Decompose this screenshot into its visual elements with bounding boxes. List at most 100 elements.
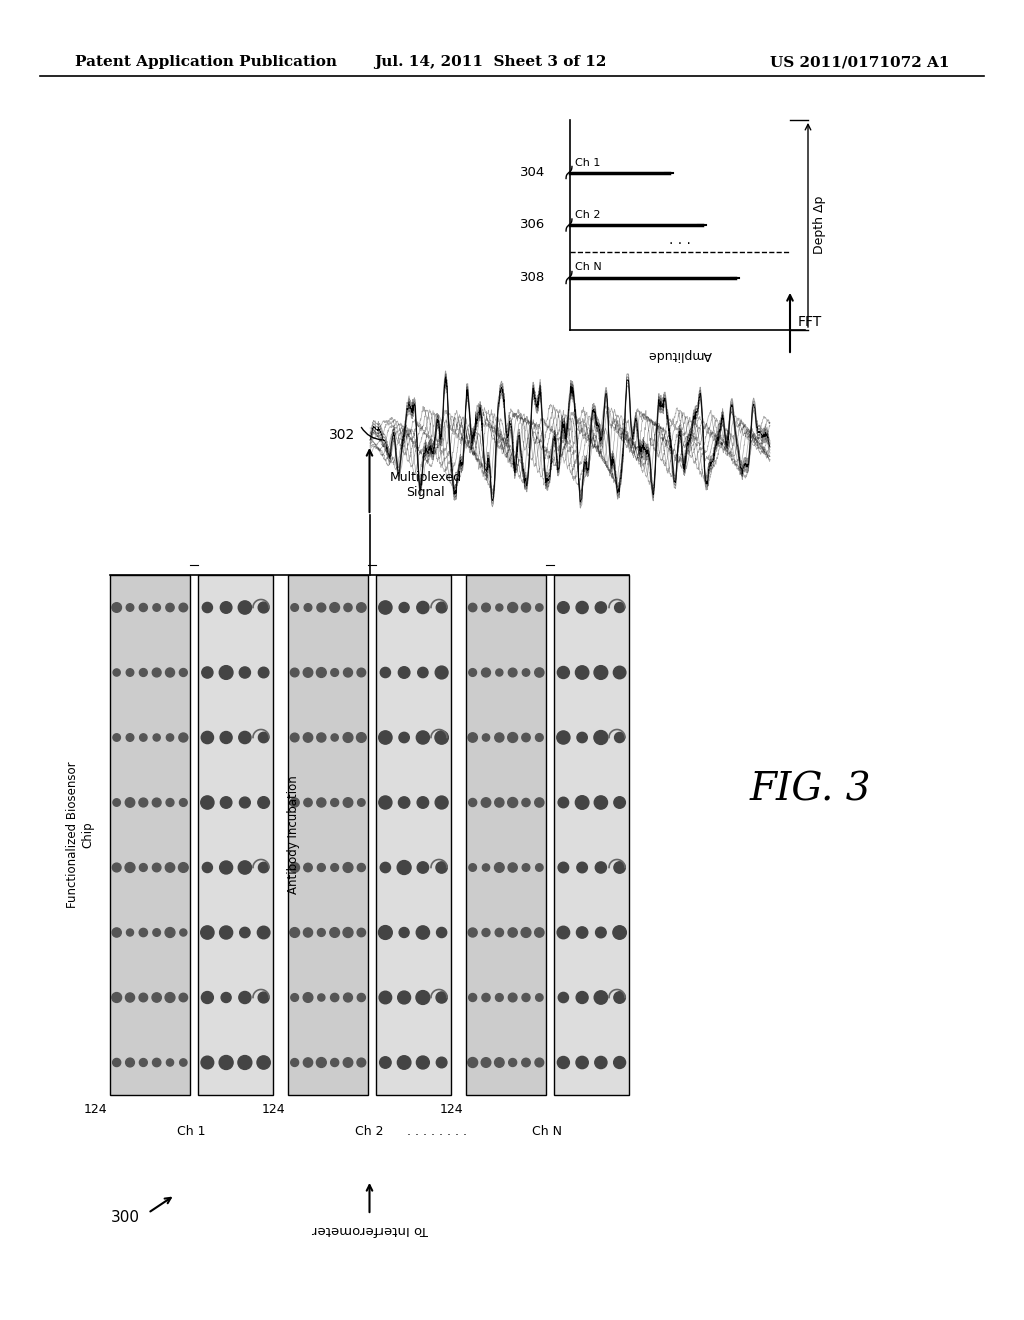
Circle shape — [331, 799, 339, 807]
Circle shape — [153, 929, 161, 936]
Circle shape — [153, 1059, 161, 1067]
Circle shape — [522, 994, 530, 1002]
Circle shape — [614, 733, 625, 743]
Circle shape — [202, 667, 213, 678]
Circle shape — [399, 928, 410, 937]
Circle shape — [535, 797, 544, 807]
Circle shape — [595, 1056, 607, 1069]
Text: Ch 2: Ch 2 — [355, 1125, 384, 1138]
Text: 124: 124 — [439, 1104, 463, 1115]
Circle shape — [379, 731, 392, 744]
Circle shape — [397, 861, 411, 874]
Text: FIG. 3: FIG. 3 — [750, 771, 870, 808]
Circle shape — [317, 863, 326, 871]
Text: Ch 2: Ch 2 — [575, 210, 600, 220]
Circle shape — [575, 796, 589, 809]
Text: Ch N: Ch N — [532, 1125, 562, 1138]
Circle shape — [179, 603, 187, 611]
Circle shape — [179, 1059, 187, 1067]
Circle shape — [436, 991, 447, 1003]
Circle shape — [508, 797, 518, 808]
Circle shape — [558, 862, 568, 873]
Circle shape — [303, 733, 312, 742]
Circle shape — [303, 668, 312, 677]
Circle shape — [258, 797, 269, 808]
Circle shape — [153, 863, 161, 871]
Circle shape — [139, 928, 147, 937]
Circle shape — [469, 799, 477, 807]
Circle shape — [469, 863, 476, 871]
Circle shape — [240, 928, 250, 937]
Text: Patent Application Publication: Patent Application Publication — [75, 55, 337, 69]
Circle shape — [468, 603, 477, 611]
Circle shape — [127, 929, 133, 936]
Circle shape — [557, 1056, 569, 1068]
Circle shape — [331, 1059, 339, 1067]
Circle shape — [481, 603, 490, 612]
Circle shape — [240, 667, 251, 678]
Circle shape — [595, 862, 606, 873]
Circle shape — [577, 862, 588, 873]
Circle shape — [125, 862, 135, 873]
Circle shape — [469, 994, 476, 1002]
Circle shape — [379, 991, 391, 1003]
Circle shape — [316, 733, 326, 742]
Circle shape — [496, 605, 503, 611]
Circle shape — [126, 603, 134, 611]
Circle shape — [220, 731, 232, 743]
Circle shape — [508, 993, 517, 1002]
Circle shape — [316, 668, 327, 677]
Circle shape — [139, 799, 147, 807]
Circle shape — [139, 734, 147, 742]
Text: Ch 1: Ch 1 — [177, 1125, 206, 1138]
Circle shape — [482, 863, 489, 871]
Circle shape — [577, 733, 588, 743]
Circle shape — [219, 665, 233, 680]
Circle shape — [240, 797, 250, 808]
Circle shape — [343, 1057, 352, 1068]
Circle shape — [139, 1059, 147, 1067]
Circle shape — [330, 603, 340, 612]
Circle shape — [481, 668, 490, 677]
Circle shape — [399, 733, 410, 743]
Circle shape — [167, 1059, 174, 1067]
Bar — [554, 576, 629, 1096]
Circle shape — [219, 1056, 233, 1069]
Circle shape — [290, 928, 300, 937]
Circle shape — [495, 1057, 504, 1068]
Circle shape — [291, 733, 299, 742]
Text: . . .: . . . — [669, 234, 691, 247]
Circle shape — [357, 1059, 366, 1067]
Circle shape — [469, 669, 476, 676]
Circle shape — [575, 665, 589, 680]
Circle shape — [343, 668, 352, 677]
Circle shape — [398, 797, 410, 808]
Circle shape — [125, 797, 135, 808]
Text: FFT: FFT — [798, 315, 822, 330]
Circle shape — [397, 991, 411, 1005]
Circle shape — [303, 1057, 312, 1067]
Text: 304: 304 — [520, 166, 545, 180]
Circle shape — [357, 928, 366, 937]
Circle shape — [482, 994, 490, 1002]
Circle shape — [614, 862, 626, 874]
Circle shape — [290, 863, 299, 873]
Circle shape — [316, 799, 326, 807]
Circle shape — [331, 994, 339, 1002]
Bar — [376, 576, 451, 1096]
Circle shape — [613, 667, 626, 678]
Circle shape — [317, 928, 326, 936]
Circle shape — [398, 667, 410, 678]
Circle shape — [126, 669, 134, 676]
Circle shape — [239, 861, 252, 874]
Circle shape — [257, 927, 270, 939]
Circle shape — [152, 993, 162, 1002]
Circle shape — [557, 731, 570, 744]
Circle shape — [536, 863, 543, 871]
Circle shape — [330, 928, 340, 937]
Circle shape — [343, 993, 352, 1002]
Circle shape — [417, 862, 429, 874]
Circle shape — [357, 799, 366, 807]
Circle shape — [379, 796, 392, 809]
Circle shape — [258, 733, 269, 743]
